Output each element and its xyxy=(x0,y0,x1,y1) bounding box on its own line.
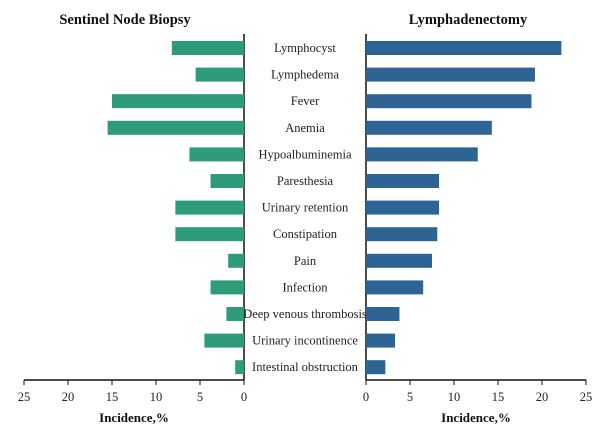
left-bar-lymphocyst xyxy=(171,41,244,55)
right-bar-infection xyxy=(366,280,424,295)
right-bar-deep-venous-thrombosis xyxy=(366,307,400,321)
right-x-ticks-group: 0 5 10 15 20 25 xyxy=(363,380,592,404)
left-tick-label-0: 0 xyxy=(241,390,247,404)
left-bar-deep-venous-thrombosis xyxy=(226,307,244,321)
left-bar-infection xyxy=(210,280,244,295)
left-chart-title: Sentinel Node Biopsy xyxy=(59,12,191,28)
category-label-urinary-retention: Urinary retention xyxy=(262,201,349,215)
category-label-hypoalbuminemia: Hypoalbuminemia xyxy=(258,147,351,161)
right-bars-group xyxy=(366,41,562,375)
left-x-axis-label: Incidence,% xyxy=(99,410,169,425)
right-bar-hypoalbuminemia xyxy=(366,147,478,162)
left-bars-group xyxy=(107,41,244,375)
left-bar-constipation xyxy=(175,227,244,242)
category-label-intestinal-obstruction: Intestinal obstruction xyxy=(252,360,359,374)
left-bar-fever xyxy=(112,94,244,109)
left-bar-intestinal-obstruction xyxy=(235,360,244,375)
right-bar-lymphocyst xyxy=(366,41,562,55)
right-bar-anemia xyxy=(366,120,492,135)
category-label-lymphocyst: Lymphocyst xyxy=(274,41,336,55)
category-label-infection: Infection xyxy=(282,280,328,294)
right-bar-urinary-retention xyxy=(366,200,440,215)
right-bar-paresthesia xyxy=(366,174,440,188)
right-tick-label-5: 5 xyxy=(407,390,413,404)
right-tick-label-0: 0 xyxy=(363,390,369,404)
left-bar-paresthesia xyxy=(210,174,244,188)
category-label-paresthesia: Paresthesia xyxy=(277,174,334,188)
right-bar-pain xyxy=(366,253,432,268)
left-tick-label-10: 10 xyxy=(150,390,163,404)
left-bar-pain xyxy=(228,253,244,268)
right-tick-label-20: 20 xyxy=(536,390,549,404)
left-bar-urinary-incontinence xyxy=(204,333,244,348)
category-label-constipation: Constipation xyxy=(273,227,338,241)
right-chart-title: Lymphadenectomy xyxy=(409,12,528,28)
left-bar-anemia xyxy=(107,120,244,135)
left-tick-label-5: 5 xyxy=(197,390,203,404)
right-bar-fever xyxy=(366,94,532,109)
right-bar-lymphedema xyxy=(366,67,535,82)
right-tick-label-25: 25 xyxy=(580,390,593,404)
right-x-axis-label: Incidence,% xyxy=(441,410,511,425)
category-labels-group: Lymphocyst Lymphedema Fever Anemia Hypoalbum… xyxy=(243,41,367,374)
left-bar-urinary-retention xyxy=(175,200,244,215)
left-tick-label-15: 15 xyxy=(106,390,119,404)
category-label-deep-venous-thrombosis: Deep venous thrombosis xyxy=(243,307,367,321)
category-label-lymphedema: Lymphedema xyxy=(271,68,339,82)
right-tick-label-10: 10 xyxy=(448,390,461,404)
category-label-fever: Fever xyxy=(291,94,320,108)
left-x-ticks-group: 0 5 10 15 20 25 xyxy=(18,380,247,404)
left-tick-label-25: 25 xyxy=(18,390,31,404)
right-bar-constipation xyxy=(366,227,438,242)
right-bar-urinary-incontinence xyxy=(366,333,396,348)
category-label-urinary-incontinence: Urinary incontinence xyxy=(252,334,358,348)
right-bar-intestinal-obstruction xyxy=(366,360,386,375)
category-label-pain: Pain xyxy=(294,254,317,268)
left-tick-label-20: 20 xyxy=(62,390,75,404)
category-label-anemia: Anemia xyxy=(285,121,325,135)
left-bar-hypoalbuminemia xyxy=(189,147,244,162)
left-bar-lymphedema xyxy=(195,67,244,82)
right-tick-label-15: 15 xyxy=(492,390,505,404)
